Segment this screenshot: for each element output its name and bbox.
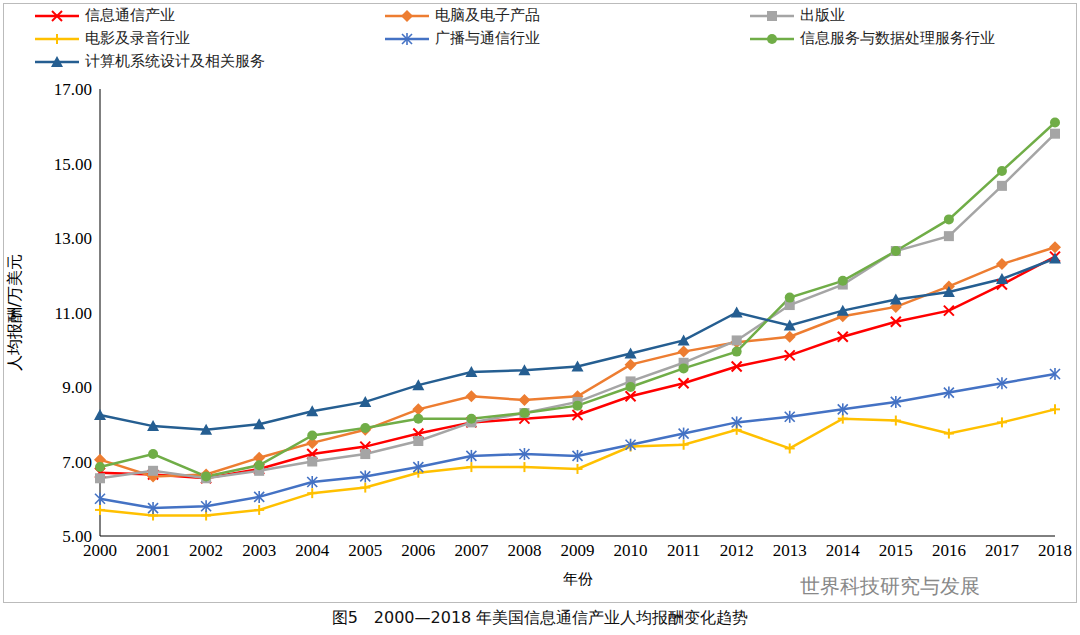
svg-text:15.00: 15.00 [54, 155, 92, 174]
svg-text:11.00: 11.00 [54, 304, 92, 323]
svg-text:2017: 2017 [985, 541, 1020, 560]
svg-text:2008: 2008 [507, 541, 541, 560]
svg-text:2002: 2002 [189, 541, 223, 560]
html-text:信息服务与数据处理服务行业: 信息服务与数据处理服务行业 [800, 29, 995, 47]
html-text:出版业: 出版业 [800, 6, 845, 24]
svg-text:人均报酬/万美元: 人均报酬/万美元 [8, 254, 24, 371]
svg-text:5.00: 5.00 [62, 527, 92, 546]
svg-text:2014: 2014 [826, 541, 861, 560]
svg-text:2007: 2007 [454, 541, 489, 560]
svg-text:17.00: 17.00 [54, 80, 92, 99]
html-text:电影及录音行业: 电影及录音行业 [85, 29, 190, 47]
svg-text:9.00: 9.00 [62, 378, 92, 397]
svg-text:2011: 2011 [667, 541, 700, 560]
html-text:信息通信产业: 信息通信产业 [85, 6, 175, 24]
svg-text:2009: 2009 [561, 541, 595, 560]
html-text:电脑及电子产品: 电脑及电子产品 [435, 6, 540, 24]
svg-text:2003: 2003 [242, 541, 276, 560]
svg-text:2010: 2010 [614, 541, 648, 560]
svg-text:2004: 2004 [295, 541, 330, 560]
svg-text:2018: 2018 [1038, 541, 1072, 560]
svg-text:2013: 2013 [773, 541, 807, 560]
svg-text:2016: 2016 [932, 541, 966, 560]
svg-text:13.00: 13.00 [54, 229, 92, 248]
svg-text:2000: 2000 [83, 541, 117, 561]
svg-text:2015: 2015 [879, 541, 913, 560]
svg-text:2012: 2012 [720, 541, 754, 560]
html-text:世界科技研究与发展: 世界科技研究与发展 [800, 574, 980, 598]
svg-text:2005: 2005 [348, 541, 382, 560]
html-text:图5 2000—2018 年美国信息通信产业人均报酬变化趋势: 图5 2000—2018 年美国信息通信产业人均报酬变化趋势 [331, 608, 749, 627]
svg-text:2006: 2006 [401, 541, 435, 560]
svg-text:2001: 2001 [136, 541, 170, 560]
svg-text:年份: 年份 [563, 570, 593, 588]
html-text:计算机系统设计及相关服务: 计算机系统设计及相关服务 [85, 52, 265, 70]
html-text:广播与通信行业: 广播与通信行业 [435, 29, 540, 47]
svg-text:7.00: 7.00 [62, 453, 92, 472]
